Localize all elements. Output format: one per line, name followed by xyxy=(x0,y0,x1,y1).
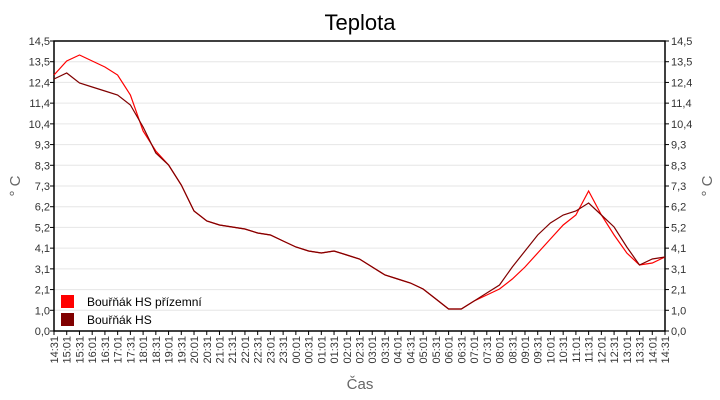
y-tick-label-left: 10,4 xyxy=(29,119,50,131)
x-tick-label: 05:01 xyxy=(418,336,430,364)
x-tick-label: 12:31 xyxy=(609,336,621,364)
y-tick-label-left: 6,2 xyxy=(35,202,50,214)
x-tick-label: 09:31 xyxy=(533,336,545,364)
x-tick-label: 05:31 xyxy=(431,336,443,364)
x-tick-label: 11:01 xyxy=(571,336,583,363)
x-tick-label: 18:01 xyxy=(138,336,150,364)
x-tick-label: 10:31 xyxy=(558,336,570,364)
x-tick-label: 14:01 xyxy=(647,336,659,364)
y-tick-label-left: 7,3 xyxy=(35,181,50,193)
x-tick-label: 23:31 xyxy=(278,336,290,364)
x-tick-label: 04:31 xyxy=(405,336,417,364)
y-tick-label-right: 5,2 xyxy=(671,222,686,234)
x-tick-label: 07:31 xyxy=(482,336,494,364)
x-tick-label: 13:31 xyxy=(635,336,647,364)
y-tick-label-left: 4,1 xyxy=(35,243,50,255)
x-tick-label: 06:31 xyxy=(456,336,468,364)
x-tick-label: 14:31 xyxy=(660,336,672,364)
y-tick-label-right: 11,4 xyxy=(671,98,692,110)
x-tick-label: 11:31 xyxy=(584,336,596,363)
x-tick-label: 21:01 xyxy=(214,336,226,364)
y-axis-label-right: ° C xyxy=(699,175,716,196)
x-tick-label: 15:01 xyxy=(62,336,74,364)
x-tick-label: 20:01 xyxy=(189,336,201,364)
x-tick-label: 13:01 xyxy=(622,336,634,364)
y-axis-label-left: ° C xyxy=(7,175,24,196)
y-tick-label-left: 3,1 xyxy=(35,264,50,276)
x-tick-label: 16:31 xyxy=(100,336,112,364)
y-tick-label-right: 4,1 xyxy=(671,243,686,255)
y-tick-label-right: 0,0 xyxy=(671,326,686,338)
y-tick-label-right: 3,1 xyxy=(671,264,686,276)
y-tick-label-left: 9,3 xyxy=(35,140,50,152)
series-line-0 xyxy=(53,54,666,310)
y-tick-label-left: 0,0 xyxy=(35,326,50,338)
y-tick-label-left: 5,2 xyxy=(35,222,50,234)
x-tick-label: 03:01 xyxy=(367,336,379,364)
x-axis-label: Čas xyxy=(347,376,374,393)
x-tick-label: 17:31 xyxy=(125,336,137,364)
x-tick-label: 02:31 xyxy=(355,336,367,364)
chart-title: Teplota xyxy=(325,10,397,35)
x-tick-label: 04:01 xyxy=(393,336,405,364)
x-tick-label: 09:01 xyxy=(520,336,532,364)
y-tick-label-right: 10,4 xyxy=(671,119,692,131)
x-tick-label: 06:01 xyxy=(444,336,456,364)
x-tick-label: 22:01 xyxy=(240,336,252,364)
x-tick-label: 03:31 xyxy=(380,336,392,364)
x-tick-label: 17:01 xyxy=(113,336,125,364)
x-tick-label: 18:31 xyxy=(151,336,163,364)
y-tick-label-right: 1,0 xyxy=(671,305,686,317)
x-tick-label: 00:01 xyxy=(291,336,303,364)
x-tick-label: 19:01 xyxy=(164,336,176,364)
x-tick-label: 16:01 xyxy=(87,336,99,364)
x-tick-label: 07:01 xyxy=(469,336,481,364)
x-tick-label: 08:01 xyxy=(495,336,507,364)
y-tick-label-left: 14,5 xyxy=(29,36,50,48)
legend-label-series-0: Bouřňák HS přízemní xyxy=(87,295,202,309)
legend-label-series-1: Bouřňák HS xyxy=(87,313,152,327)
y-tick-label-left: 8,3 xyxy=(35,160,50,172)
series-group xyxy=(53,54,666,310)
y-tick-label-right: 8,3 xyxy=(671,160,686,172)
y-tick-label-left: 11,4 xyxy=(29,98,50,110)
y-tick-label-right: 7,3 xyxy=(671,181,686,193)
legend-swatch-series-1 xyxy=(61,313,74,326)
y-tick-label-right: 2,1 xyxy=(671,285,686,297)
x-tick-label: 08:31 xyxy=(507,336,519,364)
x-tick-label: 21:31 xyxy=(227,336,239,364)
legend-swatch-series-0 xyxy=(61,295,74,308)
axes: 0,0 0,0 1,0 1,0 2,1 2,1 3,1 3,1 4,1 4,1 5,2 5,2 6,2 6… xyxy=(29,36,693,364)
legend: Bouřňák HS přízemní Bouřňák HS xyxy=(61,295,202,327)
y-tick-label-left: 2,1 xyxy=(35,285,50,297)
y-tick-label-right: 6,2 xyxy=(671,202,686,214)
y-tick-label-right: 9,3 xyxy=(671,140,686,152)
x-tick-label: 10:01 xyxy=(545,336,557,364)
series-line-1 xyxy=(53,72,666,310)
x-tick-label: 19:31 xyxy=(176,336,188,364)
y-tick-label-left: 1,0 xyxy=(35,305,50,317)
x-tick-label: 23:01 xyxy=(265,336,277,364)
x-tick-label: 00:31 xyxy=(304,336,316,364)
y-tick-label-left: 12,4 xyxy=(29,77,50,89)
x-tick-label: 01:01 xyxy=(316,336,328,364)
x-tick-label: 02:01 xyxy=(342,336,354,364)
x-tick-label: 20:31 xyxy=(202,336,214,364)
y-tick-label-right: 14,5 xyxy=(671,36,692,48)
grid xyxy=(54,61,665,311)
x-tick-label: 22:31 xyxy=(253,336,265,364)
x-tick-label: 01:31 xyxy=(329,336,341,364)
y-tick-label-right: 12,4 xyxy=(671,77,692,89)
x-tick-label: 12:01 xyxy=(596,336,608,364)
y-tick-label-right: 13,5 xyxy=(671,57,692,69)
y-tick-label-left: 13,5 xyxy=(29,57,50,69)
x-tick-label: 14:31 xyxy=(49,336,61,364)
x-tick-label: 15:31 xyxy=(74,336,86,364)
